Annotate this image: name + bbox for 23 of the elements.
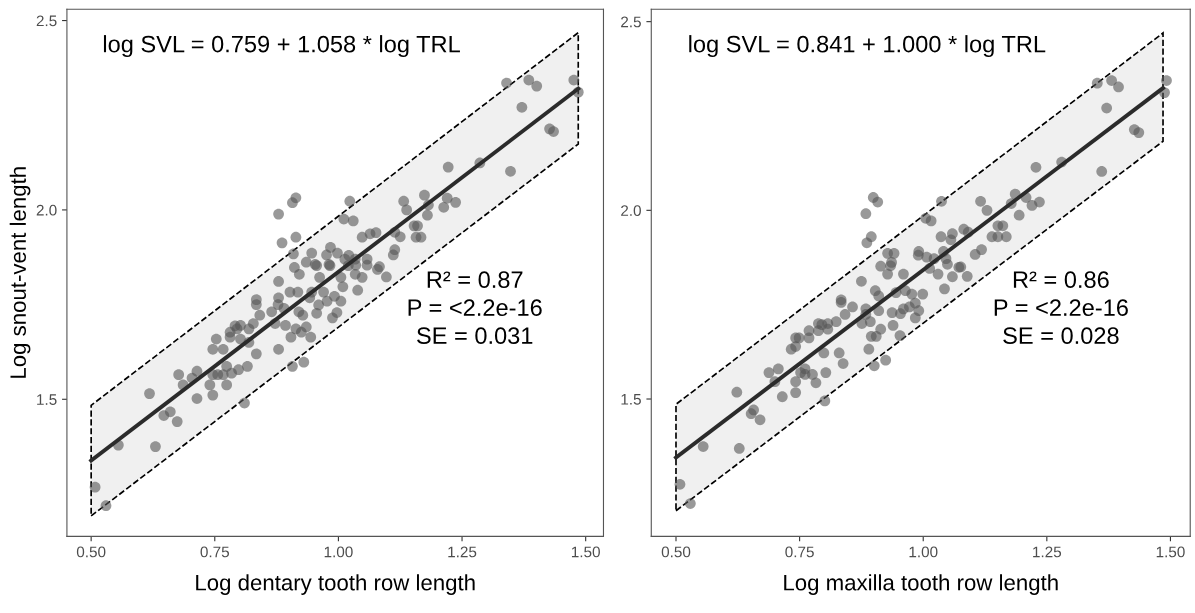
y-tick-label: 2.0 [36, 204, 57, 216]
annotation: log SVL = 0.841 + 1.000 * log TRL [689, 35, 1046, 58]
y-tick-label: 1.5 [37, 394, 57, 405]
y-tick-label: 2.0 [621, 205, 641, 217]
x-axis-title: Log dentary tooth row length [196, 574, 475, 595]
annotation: log SVL = 0.759 + 1.058 * log TRL [103, 35, 460, 58]
x-tick-label: 1.00 [324, 546, 353, 558]
y-tick-label: 1.5 [621, 394, 641, 405]
x-tick-label: 0.50 [76, 546, 106, 558]
x-tick-label: 1.25 [1033, 546, 1062, 558]
annotation: R² = 0.87 P = <2.2e-16 SE = 0.031 [408, 271, 542, 345]
x-tick-label: 1.50 [571, 546, 600, 558]
y-tick-label: 2.5 [621, 16, 641, 28]
x-tick-label: 1.00 [909, 546, 938, 558]
y-tick-label: 2.5 [36, 15, 57, 27]
y-axis-title: Log snout-vent length [9, 167, 31, 378]
x-tick-label: 0.75 [200, 546, 230, 558]
annotation: R² = 0.86 P = <2.2e-16 SE = 0.028 [994, 271, 1128, 345]
x-tick-label: 1.50 [1156, 546, 1185, 558]
x-tick-label: 0.50 [661, 546, 691, 558]
x-tick-label: 1.25 [448, 546, 477, 558]
x-tick-label: 0.75 [785, 546, 814, 558]
x-axis-title: Log maxilla tooth row length [784, 574, 1058, 595]
